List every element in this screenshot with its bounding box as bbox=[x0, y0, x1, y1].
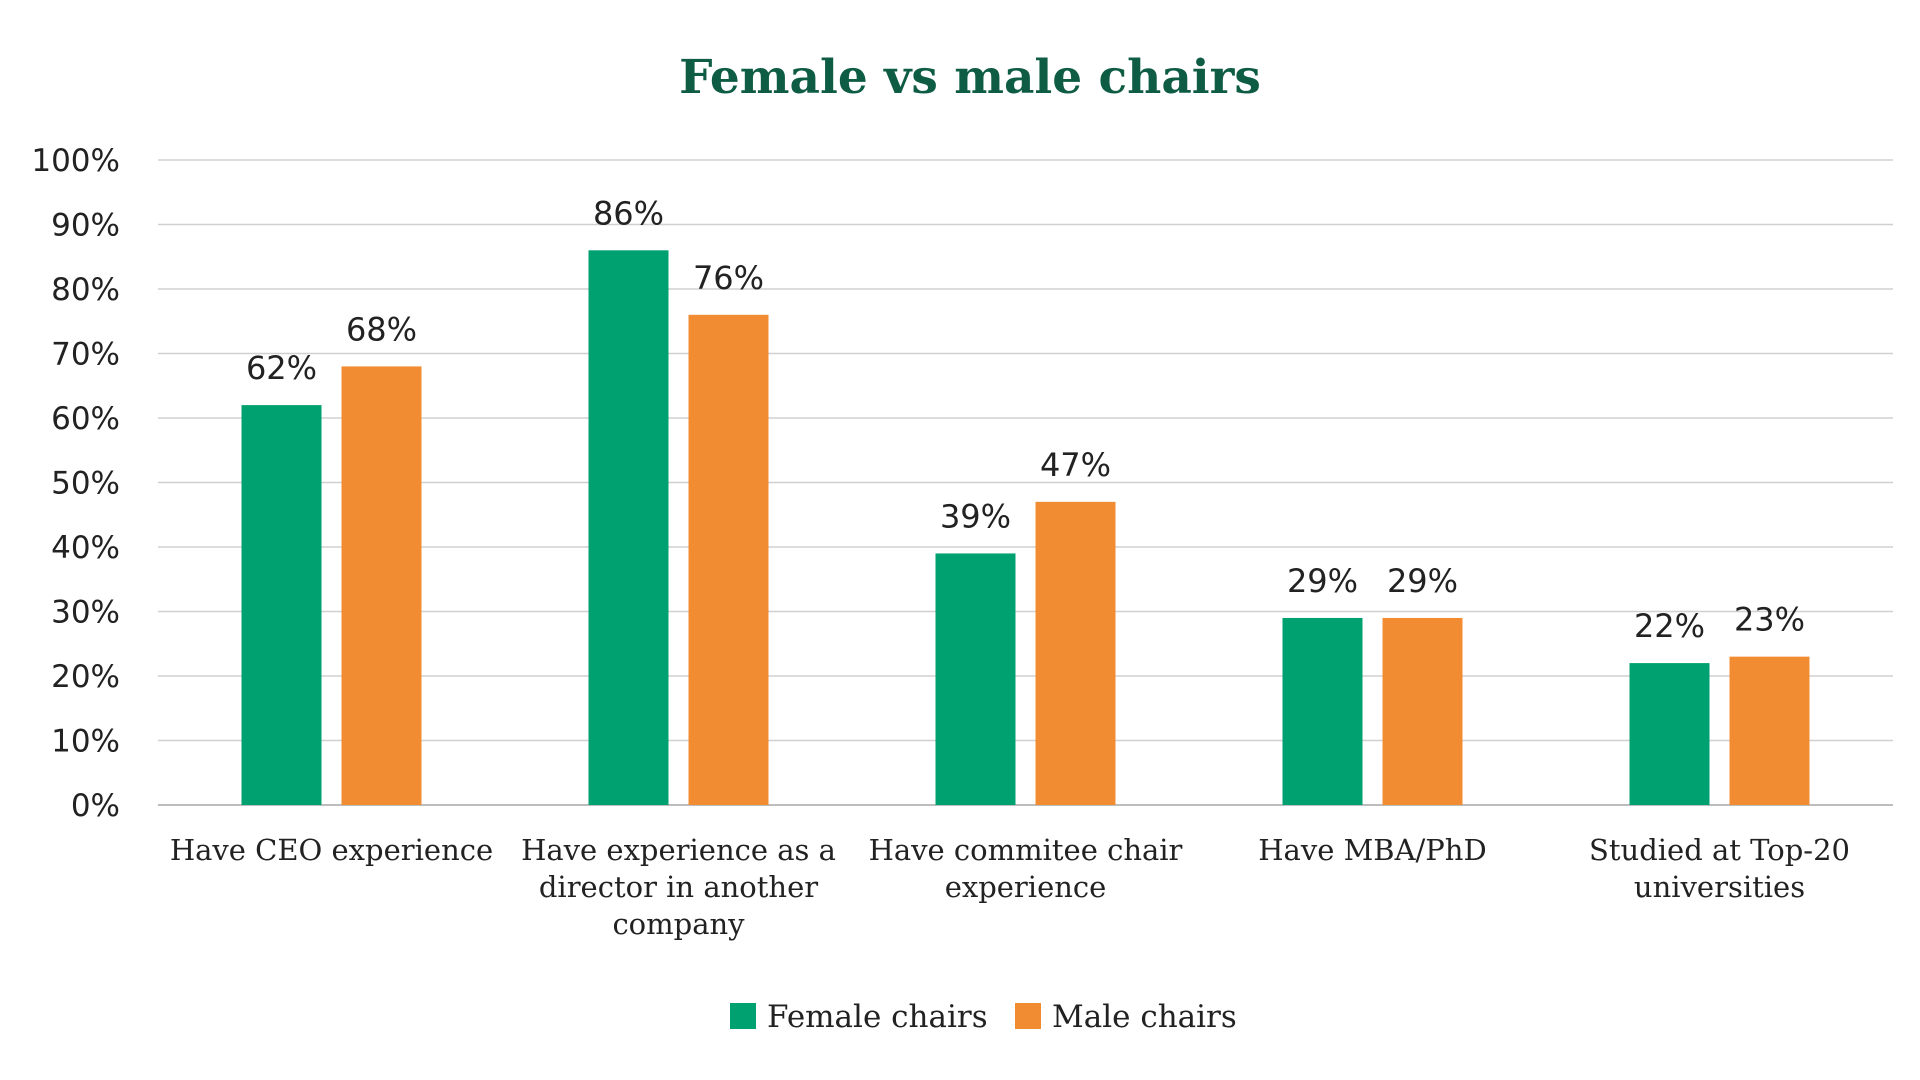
bar-female-1 bbox=[588, 250, 669, 806]
bar-male-4 bbox=[1729, 656, 1810, 805]
data-label: 23% bbox=[1734, 601, 1805, 639]
bar-male-1 bbox=[688, 314, 769, 805]
data-labels: 62% 68% 86% 76% 39% 47% 29% 29% 22% 23% bbox=[246, 194, 1805, 645]
bars bbox=[241, 250, 1810, 806]
y-tick-label: 40% bbox=[51, 530, 120, 566]
y-tick-label: 50% bbox=[51, 466, 120, 502]
data-label: 62% bbox=[246, 349, 317, 387]
data-label: 68% bbox=[346, 310, 417, 348]
y-tick-label: 0% bbox=[71, 788, 120, 824]
y-tick-label: 100% bbox=[31, 143, 120, 179]
x-tick-label: Have MBA/PhD bbox=[1258, 833, 1487, 867]
bar-male-3 bbox=[1382, 617, 1463, 805]
legend-swatch-male bbox=[1015, 1003, 1041, 1029]
legend-swatch-female bbox=[730, 1003, 756, 1029]
bar-male-0 bbox=[341, 366, 422, 805]
y-tick-label: 30% bbox=[51, 595, 120, 631]
data-label: 29% bbox=[1387, 562, 1458, 600]
legend-label-male: Male chairs bbox=[1052, 999, 1237, 1035]
data-label: 22% bbox=[1634, 607, 1705, 645]
legend: Female chairs Male chairs bbox=[730, 999, 1237, 1035]
chart-title: Female vs male chairs bbox=[679, 50, 1261, 105]
y-tick-label: 90% bbox=[51, 208, 120, 244]
data-label: 39% bbox=[940, 497, 1011, 535]
data-label: 47% bbox=[1040, 446, 1111, 484]
x-tick-label: Have CEO experience bbox=[170, 833, 493, 867]
y-tick-label: 80% bbox=[51, 272, 120, 308]
bar-female-0 bbox=[241, 405, 322, 805]
legend-label-female: Female chairs bbox=[767, 999, 988, 1035]
bar-female-3 bbox=[1282, 617, 1363, 805]
y-tick-label: 70% bbox=[51, 337, 120, 373]
data-label: 29% bbox=[1287, 562, 1358, 600]
y-tick-label: 20% bbox=[51, 659, 120, 695]
x-tick-label: Have commitee chair experience bbox=[869, 833, 1183, 904]
data-label: 86% bbox=[593, 194, 664, 232]
y-axis-ticks: 0% 10% 20% 30% 40% 50% 60% 70% 80% 90% 100% bbox=[31, 143, 120, 824]
bar-male-2 bbox=[1035, 501, 1116, 805]
y-tick-label: 60% bbox=[51, 401, 120, 437]
bar-female-4 bbox=[1629, 663, 1710, 805]
bar-female-2 bbox=[935, 553, 1016, 805]
data-label: 76% bbox=[693, 259, 764, 297]
x-tick-label: Studied at Top-20 universities bbox=[1589, 833, 1850, 904]
gridlines bbox=[158, 159, 1893, 806]
x-tick-label: Have experience as a director in another c… bbox=[521, 833, 836, 941]
y-tick-label: 10% bbox=[51, 724, 120, 760]
